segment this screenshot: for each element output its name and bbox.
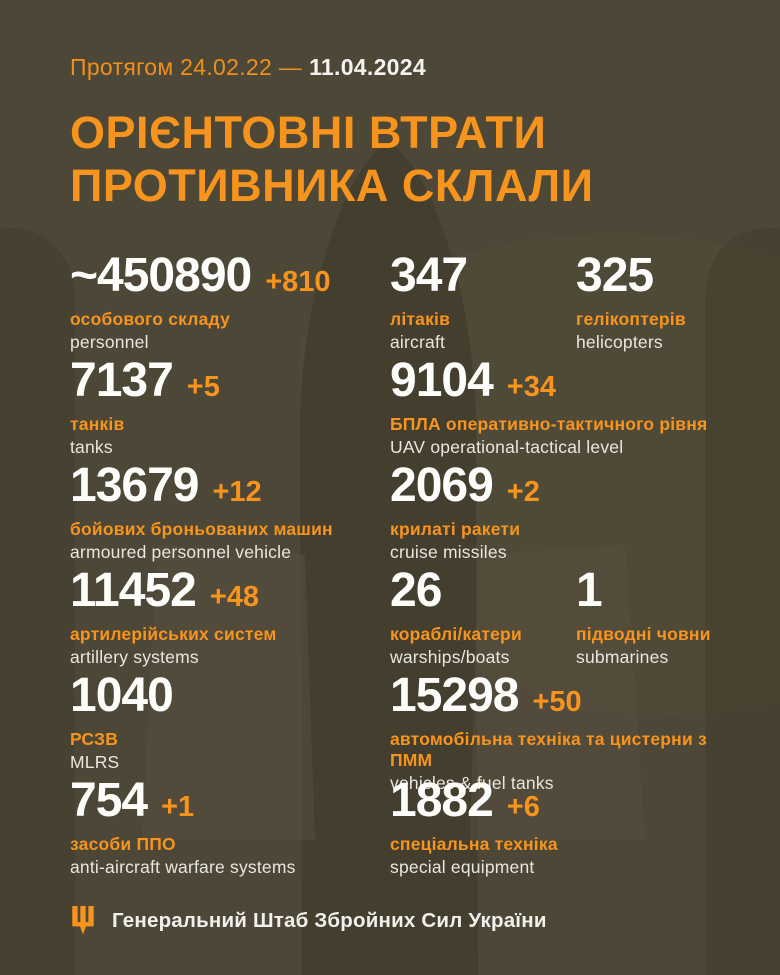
stat-label-en: aircraft	[390, 332, 446, 353]
report-period: Протягом 24.02.22 —11.04.2024	[70, 54, 744, 81]
period-prefix: Протягом 24.02.22 —	[70, 54, 303, 80]
stat-artillery: 11452 +48 артилерійських систем artillery…	[70, 567, 390, 672]
stat-label-uk: літаків	[390, 309, 451, 330]
footer: Генеральний Штаб Збройних Сил України	[70, 906, 744, 936]
stat-label-en: MLRS	[70, 752, 120, 773]
organization-name: Генеральний Штаб Збройних Сил України	[112, 909, 547, 933]
title-line-1: ОРІЄНТОВНІ ВТРАТИ	[70, 107, 547, 158]
stat-value: 7137	[70, 354, 174, 408]
page-title: ОРІЄНТОВНІ ВТРАТИ ПРОТИВНИКА СКЛАЛИ	[70, 107, 744, 212]
stat-anti-aircraft: 754 +1 засоби ППО anti-aircraft warfare s…	[70, 777, 390, 882]
stat-special-equipment: 1882 +6 спеціальна техніка special equipm…	[390, 777, 744, 882]
stat-label-uk: засоби ППО	[70, 834, 176, 855]
stat-aircraft: 347 літаків aircraft	[390, 252, 576, 357]
stat-label-en: artillery systems	[70, 647, 199, 668]
stat-submarines: 1 підводні човни submarines	[576, 567, 744, 672]
stat-label-en: anti-aircraft warfare systems	[70, 857, 296, 878]
losses-grid: ~450890 +810 особового складу personnel 3…	[70, 252, 744, 882]
stat-tanks: 7137 +5 танків tanks	[70, 357, 390, 462]
stat-delta: +12	[212, 476, 262, 509]
stat-helicopters: 325 гелікоптерів helicopters	[576, 252, 744, 357]
title-line-2: ПРОТИВНИКА СКЛАЛИ	[70, 159, 594, 211]
stat-value: 15298	[390, 669, 519, 723]
stat-label-en: armoured personnel vehicle	[70, 542, 292, 563]
stat-value: 754	[70, 774, 148, 828]
stat-value: 26	[390, 564, 442, 618]
stat-armoured-vehicles: 13679 +12 бойових броньованих машин armou…	[70, 462, 390, 567]
stat-vehicles-fuel-tanks: 15298 +50 автомобільна техніка та цистерн…	[390, 669, 744, 794]
stat-value: 2069	[390, 459, 494, 513]
stat-label-uk: РСЗВ	[70, 729, 119, 750]
stat-value: ~450890	[70, 249, 252, 303]
stat-label-uk: артилерійських систем	[70, 624, 277, 645]
stat-value: 13679	[70, 459, 199, 513]
stat-label-uk: гелікоптерів	[576, 309, 686, 330]
stat-label-en: helicopters	[576, 332, 663, 353]
stat-label-en: submarines	[576, 647, 669, 668]
stat-label-uk: підводні човни	[576, 624, 711, 645]
stat-label-uk: БПЛА оперативно-тактичного рівня	[390, 414, 708, 435]
stat-delta: +50	[532, 686, 582, 719]
stat-delta: +48	[209, 581, 260, 614]
stat-delta: +2	[506, 476, 540, 509]
stat-delta: +5	[186, 371, 220, 404]
stat-cruise-missiles: 2069 +2 крилаті ракети cruise missiles	[390, 462, 744, 567]
stat-label-en: cruise missiles	[390, 542, 507, 563]
stat-label-uk: спеціальна техніка	[390, 834, 558, 855]
stat-delta: +34	[506, 371, 556, 404]
stat-label-uk: кораблі/катери	[390, 624, 522, 645]
stat-label-uk: особового складу	[70, 309, 231, 330]
stat-uav: 9104 +34 БПЛА оперативно-тактичного рівня…	[390, 357, 744, 462]
stat-label-uk: танків	[70, 414, 125, 435]
stat-value: 347	[390, 249, 468, 303]
stat-label-uk: автомобільна техніка та цистерни з ПММ	[390, 729, 707, 771]
stat-warships: 26 кораблі/катери warships/boats	[390, 567, 576, 672]
stat-label-uk: бойових броньованих машин	[70, 519, 333, 540]
stat-mlrs: 1040 РСЗВ MLRS	[70, 672, 390, 777]
stat-personnel: ~450890 +810 особового складу personnel	[70, 252, 390, 357]
stat-value: 1	[576, 564, 603, 618]
stat-value: 1882	[390, 774, 494, 828]
stat-label-en: special equipment	[390, 857, 535, 878]
stat-delta: +810	[265, 266, 331, 299]
stat-label-en: tanks	[70, 437, 113, 458]
stat-label-en: warships/boats	[390, 647, 510, 668]
report-date: 11.04.2024	[309, 54, 426, 80]
stat-value: 325	[576, 249, 654, 303]
stat-delta: +1	[161, 791, 195, 824]
stat-value: 9104	[390, 354, 494, 408]
trident-icon	[72, 906, 94, 935]
stat-delta: +6	[506, 791, 540, 824]
stat-label-en: personnel	[70, 332, 149, 353]
stat-value: 11452	[70, 564, 197, 618]
stat-label-en: UAV operational-tactical level	[390, 437, 624, 458]
stat-value: 1040	[70, 669, 174, 723]
stat-label-uk: крилаті ракети	[390, 519, 521, 540]
